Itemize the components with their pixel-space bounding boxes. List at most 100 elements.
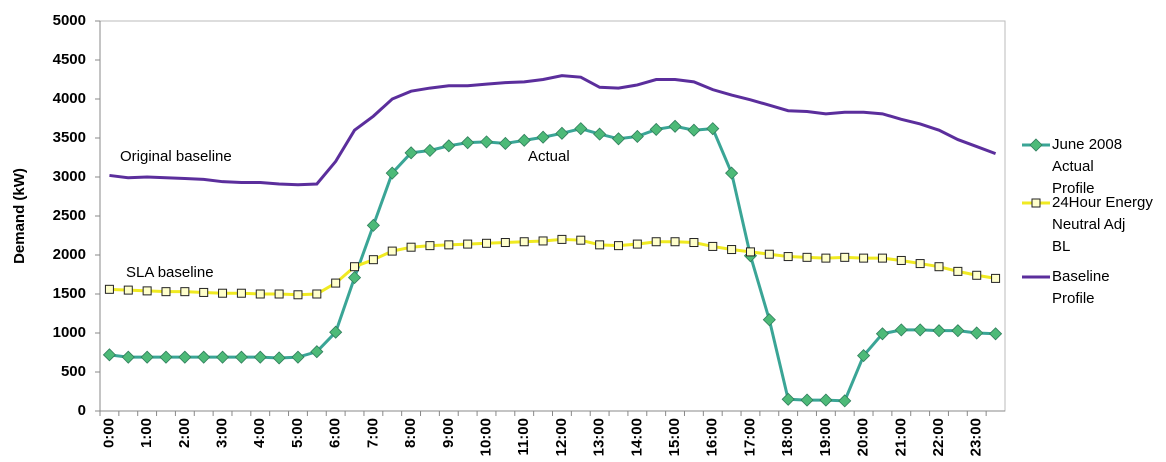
marker <box>347 271 362 285</box>
marker <box>764 249 774 259</box>
marker <box>291 350 305 364</box>
marker <box>350 262 360 272</box>
x-tick-label: 21:00 <box>892 418 909 456</box>
x-tick-label: 3:00 <box>214 418 231 448</box>
marker <box>838 394 852 408</box>
marker <box>102 348 116 362</box>
marker <box>463 239 473 249</box>
marker <box>725 166 739 180</box>
marker <box>461 136 475 150</box>
x-tick-label: 19:00 <box>817 418 834 456</box>
marker <box>218 288 228 298</box>
annotation: Original baseline <box>120 148 232 165</box>
marker <box>234 350 248 364</box>
marker <box>161 287 171 297</box>
marker <box>406 242 416 252</box>
marker <box>442 139 456 153</box>
marker <box>387 246 397 256</box>
marker <box>142 286 152 296</box>
y-tick-label: 4000 <box>53 90 86 107</box>
marker <box>272 351 286 365</box>
marker <box>783 252 793 262</box>
y-tick-label: 3000 <box>53 168 86 185</box>
x-tick-label: 7:00 <box>364 418 381 448</box>
marker <box>500 238 510 248</box>
marker <box>293 290 303 300</box>
marker <box>482 238 492 248</box>
y-tick-label: 0 <box>78 402 86 419</box>
marker <box>953 266 963 276</box>
x-tick-label: 17:00 <box>741 418 758 456</box>
marker <box>253 350 267 364</box>
y-tick-label: 4500 <box>53 51 86 68</box>
marker <box>670 237 680 247</box>
x-tick-label: 14:00 <box>628 418 645 456</box>
y-axis-label: Demand (kW) <box>11 168 28 264</box>
marker <box>913 323 927 337</box>
marker <box>368 255 378 265</box>
marker <box>991 273 1001 283</box>
x-tick-label: 16:00 <box>704 418 721 456</box>
marker <box>329 325 343 339</box>
marker <box>745 247 755 257</box>
plot-area <box>99 20 1006 412</box>
marker <box>972 270 982 280</box>
marker <box>366 218 380 232</box>
marker <box>802 252 812 262</box>
x-tick-label: 11:00 <box>515 418 532 456</box>
x-tick-label: 22:00 <box>930 418 947 456</box>
marker <box>896 255 906 265</box>
marker <box>197 350 211 364</box>
marker <box>821 253 831 263</box>
marker <box>199 287 209 297</box>
x-tick-label: 23:00 <box>968 418 985 456</box>
x-tick-label: 0:00 <box>100 418 117 448</box>
marker <box>180 287 190 297</box>
marker <box>538 236 548 246</box>
legend-label: June 2008 Actual Profile <box>1052 136 1122 197</box>
x-tick-label: 2:00 <box>176 418 193 448</box>
marker <box>593 127 607 141</box>
marker <box>840 252 850 262</box>
marker <box>274 289 284 299</box>
x-tick-label: 13:00 <box>591 418 608 456</box>
marker <box>331 278 341 288</box>
marker <box>932 324 946 338</box>
marker <box>312 289 322 299</box>
x-tick-label: 4:00 <box>251 418 268 448</box>
y-tick-label: 2500 <box>53 207 86 224</box>
marker <box>517 133 531 147</box>
marker <box>255 289 265 299</box>
x-tick-label: 10:00 <box>477 418 494 456</box>
x-tick-label: 9:00 <box>440 418 457 448</box>
marker <box>557 234 567 244</box>
marker <box>951 324 965 338</box>
marker <box>611 132 626 146</box>
marker <box>574 122 588 136</box>
marker <box>444 240 454 250</box>
marker <box>595 240 605 250</box>
marker <box>651 237 661 247</box>
marker <box>706 122 720 136</box>
legend-marker <box>1029 138 1043 152</box>
marker <box>857 349 871 363</box>
marker <box>479 135 494 149</box>
series-line <box>109 74 997 187</box>
legend-label: 24Hour Energy Neutral Adj BL <box>1052 194 1153 255</box>
marker <box>423 143 437 158</box>
marker <box>104 284 114 294</box>
annotation: SLA baseline <box>126 264 214 281</box>
marker <box>121 350 135 364</box>
marker <box>915 259 925 269</box>
y-tick-label: 5000 <box>53 12 86 29</box>
marker <box>934 262 944 272</box>
series-line <box>109 237 996 297</box>
marker <box>819 393 833 407</box>
x-tick-label: 8:00 <box>402 418 419 448</box>
marker <box>215 350 230 364</box>
marker <box>649 122 663 136</box>
marker <box>159 350 173 364</box>
marker <box>519 237 529 247</box>
x-tick-label: 1:00 <box>138 418 155 448</box>
marker <box>859 253 869 263</box>
